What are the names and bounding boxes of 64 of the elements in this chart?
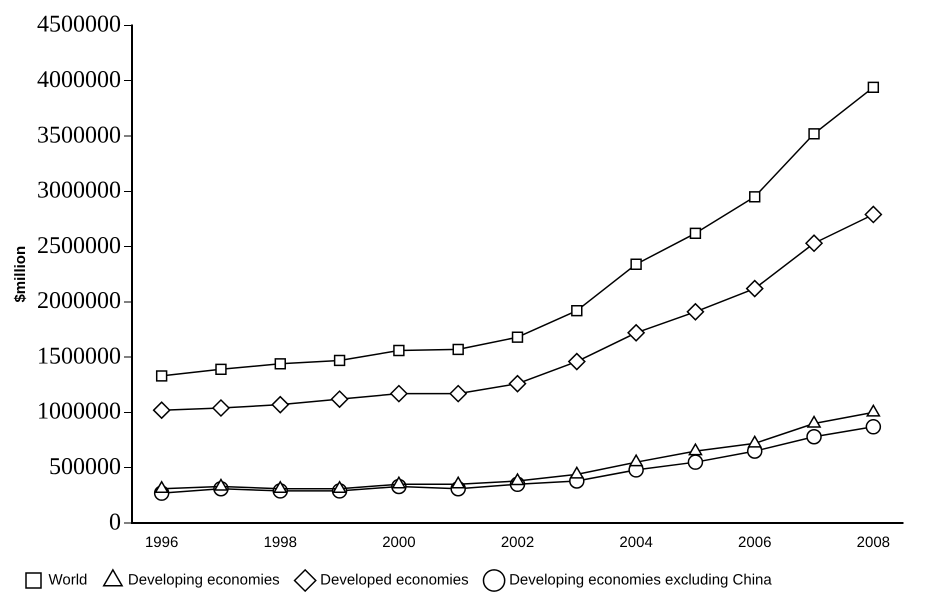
point (452, 344, 464, 356)
point (274, 358, 286, 370)
legend-label: World (48, 572, 88, 589)
point (154, 480, 168, 493)
point (746, 280, 764, 298)
x-tick-label: 2002 (500, 534, 534, 552)
point (629, 454, 643, 466)
y-tick-label: 3000000 (37, 178, 121, 204)
point (334, 354, 346, 366)
point (393, 344, 405, 356)
point (866, 419, 882, 435)
y-axis-title: $million (12, 246, 30, 303)
y-tick-label: 500000 (49, 454, 121, 480)
point (392, 476, 406, 489)
point (568, 352, 586, 370)
point (332, 480, 346, 493)
point (214, 478, 228, 491)
y-tick-label: 2500000 (37, 232, 121, 259)
point (864, 206, 882, 224)
point (690, 228, 702, 239)
point (273, 480, 288, 493)
x-tick-label: 2004 (619, 534, 653, 552)
legend-label: Developing economies (128, 572, 280, 589)
y-tick-label: 2000000 (37, 288, 121, 314)
point (748, 436, 762, 448)
point (512, 332, 524, 343)
point (390, 384, 408, 402)
x-tick-label: 2000 (382, 534, 416, 552)
x-tick-label: 1998 (264, 534, 297, 552)
point (272, 396, 290, 414)
point (330, 390, 348, 408)
y-tick-label: 0 (109, 509, 121, 536)
point (630, 258, 642, 270)
point (749, 191, 760, 202)
point (807, 416, 821, 428)
x-tick-label: 2006 (738, 534, 772, 552)
y-tick-label: 4500000 (37, 12, 121, 38)
y-tick-label: 1500000 (37, 343, 121, 370)
point (806, 429, 822, 444)
point (156, 370, 168, 382)
legend-label: Developing economies excluding China (509, 572, 772, 589)
x-tick-label: 2008 (856, 534, 890, 552)
y-tick-label: 4000000 (37, 66, 121, 93)
point (570, 466, 584, 479)
point (686, 303, 704, 321)
point (449, 384, 467, 402)
point (571, 304, 583, 316)
point (508, 374, 526, 392)
point (627, 324, 645, 342)
point (805, 234, 823, 252)
legend-label: Developed economies (320, 572, 469, 589)
point (510, 473, 524, 486)
y-tick-label: 1000000 (37, 398, 121, 425)
point (451, 476, 466, 489)
point (868, 82, 880, 94)
point (808, 128, 820, 140)
y-tick-label: 3500000 (37, 122, 121, 148)
x-tick-label: 1996 (144, 534, 178, 552)
point (212, 399, 230, 417)
point (688, 454, 704, 470)
point (688, 443, 702, 456)
point (215, 364, 227, 375)
point (866, 404, 880, 417)
point (152, 401, 170, 419)
